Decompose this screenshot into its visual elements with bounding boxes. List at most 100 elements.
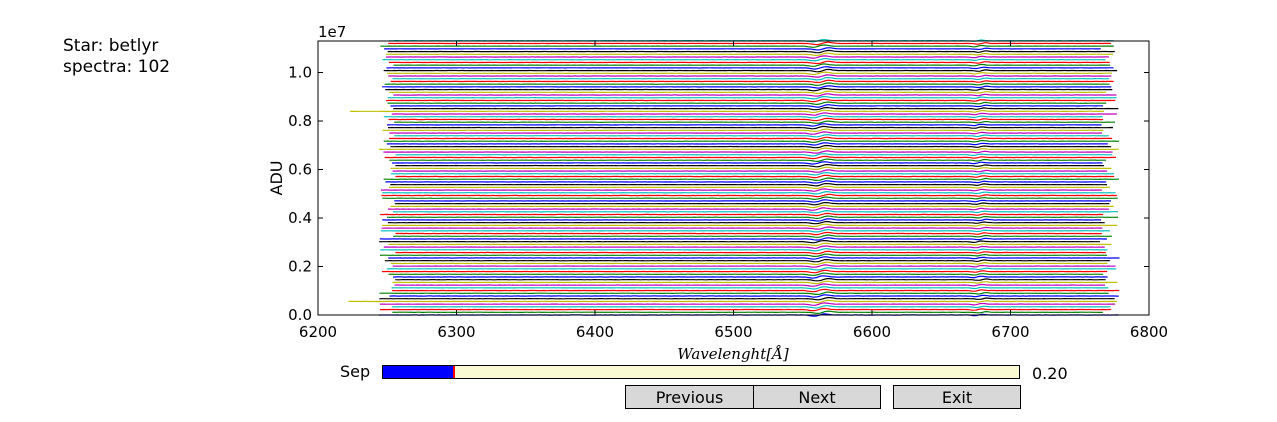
sep-slider[interactable]	[382, 365, 1020, 379]
spectrum-line	[389, 158, 1106, 163]
sep-slider-fill	[383, 366, 453, 378]
y-tick-label: 0.0	[288, 306, 312, 324]
spectrum-line	[386, 66, 1114, 70]
spectrum-line	[394, 120, 1116, 124]
spectrum-line	[393, 106, 1119, 111]
spectrum-line	[395, 174, 1115, 179]
spectrum-line	[394, 202, 1110, 206]
spectrum-line	[387, 101, 1107, 106]
sep-slider-value: 0.20	[1032, 364, 1068, 383]
y-tick-label: 1.0	[288, 64, 312, 82]
spectrum-line	[389, 185, 1110, 190]
spectrum-line	[395, 278, 1106, 282]
spectrum-line	[379, 302, 1116, 306]
spectrum-line	[394, 199, 1112, 203]
y-tick-label: 0.6	[288, 161, 312, 179]
x-ticks: 6200 6300 6400 6500 6600 6700 6800	[299, 41, 1168, 341]
x-tick-label: 6500	[714, 323, 752, 341]
spectrum-line	[388, 74, 1112, 78]
spectrum-line	[387, 123, 1102, 127]
spectrum-line	[387, 95, 1117, 100]
previous-button[interactable]: Previous	[625, 385, 754, 409]
info-panel: Star: betlyr spectra: 102	[63, 36, 170, 78]
spectra-series-group	[348, 39, 1120, 317]
spectrum-line	[388, 242, 1112, 247]
spectrum-line	[383, 115, 1103, 119]
spectra-count: spectra: 102	[63, 57, 171, 77]
y-ticks: 0.0 0.2 0.4 0.6 0.8 1.0	[288, 64, 1149, 324]
spectrum-line	[382, 218, 1102, 222]
spectrum-line	[383, 139, 1120, 143]
spectrum-line	[390, 204, 1114, 209]
spectrum-line	[384, 82, 1110, 86]
spectrum-line	[383, 245, 1105, 249]
spectrum-line	[383, 68, 1118, 73]
spectrum-line	[392, 76, 1110, 81]
spectrum-line	[382, 85, 1112, 89]
exit-button[interactable]: Exit	[893, 385, 1021, 409]
spectrum-line	[390, 261, 1108, 266]
spectrum-line	[380, 248, 1108, 252]
spectrum-line	[395, 153, 1113, 157]
spectrum-line	[395, 250, 1106, 255]
spectrum-line	[392, 288, 1120, 293]
spectrum-line	[388, 117, 1104, 122]
spectrum-line	[380, 188, 1102, 192]
spectrum-line	[388, 60, 1110, 65]
x-tick-label: 6300	[437, 323, 475, 341]
spectrum-line	[392, 161, 1103, 165]
spectrum-line	[391, 112, 1117, 116]
x-tick-label: 6800	[1130, 323, 1168, 341]
spectrum-line	[395, 163, 1104, 168]
x-tick-label: 6400	[576, 323, 614, 341]
spectrum-line	[391, 305, 1111, 309]
spectrum-line	[384, 47, 1101, 51]
spectrum-line	[392, 310, 1103, 315]
spectrum-line	[386, 142, 1108, 146]
spectrum-line	[386, 215, 1119, 220]
spectrum-line	[380, 44, 1114, 48]
next-button[interactable]: Next	[753, 385, 881, 409]
spectrum-line	[393, 93, 1117, 97]
spectrum-line	[380, 228, 1110, 233]
x-axis-label: Wavelenght[Å]	[677, 345, 789, 363]
y-tick-label: 0.8	[288, 112, 312, 130]
spectrum-line	[390, 79, 1114, 84]
spectrum-line	[392, 280, 1118, 285]
spectrum-line	[389, 294, 1119, 298]
spectrum-line	[393, 63, 1111, 67]
spectrum-line	[389, 90, 1107, 95]
spectrum-line	[379, 147, 1119, 152]
spectrum-line	[394, 283, 1105, 287]
y-tick-label: 0.2	[288, 258, 312, 276]
spectrum-line	[382, 269, 1108, 274]
spectrum-line	[388, 272, 1104, 276]
spectrum-line	[385, 55, 1109, 59]
spectrum-line	[390, 144, 1112, 149]
spectrum-line	[379, 253, 1108, 258]
spectrum-line	[392, 209, 1118, 214]
spectrum-line	[394, 133, 1109, 138]
spectrum-line	[388, 256, 1120, 260]
spectrum-line	[385, 87, 1113, 92]
x-tick-label: 6700	[991, 323, 1029, 341]
spectrum-line	[387, 49, 1115, 54]
star-name: Star: betlyr	[63, 36, 159, 56]
spectrum-line	[386, 98, 1116, 103]
x-tick-label: 6200	[299, 323, 337, 341]
y-offset-label: 1e7	[318, 23, 346, 41]
spectrum-line	[383, 177, 1119, 182]
spectrum-line	[390, 104, 1104, 108]
spectrum-line	[392, 169, 1108, 173]
spectrum-line	[379, 296, 1115, 301]
spectrum-line	[389, 131, 1102, 135]
spectrum-line	[384, 258, 1110, 263]
spectrum-line	[392, 275, 1108, 279]
y-tick-label: 0.4	[288, 209, 312, 227]
spectrum-line	[381, 193, 1117, 198]
spectrum-line	[389, 136, 1113, 141]
sep-slider-label: Sep	[340, 362, 371, 381]
spectrum-line	[391, 286, 1109, 290]
spectrum-line	[379, 237, 1107, 241]
